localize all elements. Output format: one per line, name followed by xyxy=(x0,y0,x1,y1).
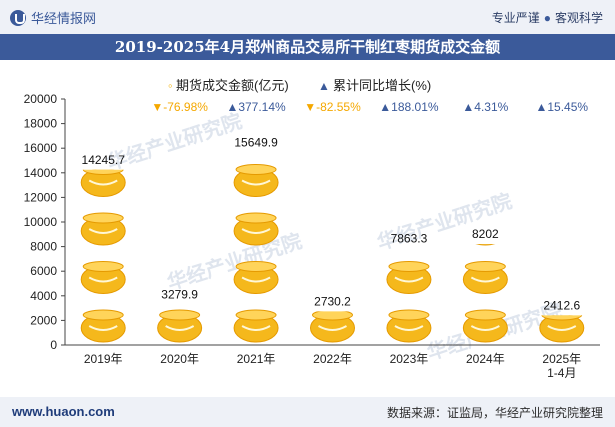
x-tick-label: 2024年 xyxy=(466,352,505,366)
coin-pot-icon xyxy=(540,262,584,294)
chart-title: 2019-2025年4月郑州商品交易所干制红枣期货成交金额 xyxy=(0,34,615,60)
coin-pot-icon xyxy=(81,116,125,148)
coin-pot-icon xyxy=(462,261,508,294)
x-tick-label: 2022年 xyxy=(313,352,352,366)
growth-label: ▲377.14% xyxy=(226,100,286,114)
coin-pot-icon xyxy=(233,164,279,197)
bar xyxy=(539,262,585,343)
legend: ◦ 期货成交金额(亿元) ▲ 累计同比增长(%) xyxy=(168,78,431,93)
watermark: 华经产业研究院 xyxy=(104,109,245,175)
coin-pot-icon xyxy=(386,309,432,343)
growth-label: ▼-82.55% xyxy=(304,100,361,114)
bar xyxy=(233,164,279,343)
coin-pot-icon xyxy=(462,309,508,343)
data-label: 7863.3 xyxy=(391,231,428,245)
bar xyxy=(80,116,126,343)
growth-label: ▼-76.98% xyxy=(151,100,208,114)
y-tick-label: 14000 xyxy=(24,166,58,180)
top-bar: 华经情报网 专业严谨 ● 客观科学 xyxy=(0,0,615,34)
coin-pot-icon xyxy=(311,262,355,294)
coin-pot-icon xyxy=(539,315,585,343)
y-tick-label: 20000 xyxy=(24,92,58,106)
x-tick-label: 2021年 xyxy=(237,352,276,366)
growth-label: ▲15.45% xyxy=(535,100,588,114)
bar xyxy=(386,261,432,343)
data-label: 2730.2 xyxy=(314,294,351,308)
data-label: 15649.9 xyxy=(234,136,278,150)
x-tick-label: 2019年 xyxy=(84,352,123,366)
data-source: 数据来源：证监局，华经产业研究院整理 xyxy=(386,406,603,420)
bar xyxy=(462,244,508,343)
x-tick-label: 2023年 xyxy=(390,352,429,366)
y-tick-label: 18000 xyxy=(24,117,58,131)
data-label: 8202 xyxy=(472,227,499,241)
coin-pot-icon xyxy=(233,309,279,343)
y-tick-label: 12000 xyxy=(24,190,58,204)
tagline-right: 客观科学 xyxy=(554,11,603,25)
y-tick-label: 10000 xyxy=(24,215,58,229)
y-tick-label: 4000 xyxy=(30,289,57,303)
coin-pot-icon xyxy=(233,261,279,294)
coin-pot-icon xyxy=(80,309,126,343)
tagline: 专业严谨 ● 客观科学 xyxy=(492,9,603,26)
coin-pot-icon xyxy=(233,212,279,246)
bar xyxy=(310,262,355,343)
x-tick-label: 1-4月 xyxy=(547,366,576,380)
growth-label: ▲188.01% xyxy=(379,100,439,114)
brand-name: 华经情报网 xyxy=(31,11,97,26)
bottom-bar: www.huaon.com 数据来源：证监局，华经产业研究院整理 xyxy=(0,397,615,427)
growth-label: ▲4.31% xyxy=(462,100,508,114)
legend-marker-triangle-icon: ▲ xyxy=(318,79,330,93)
brand: 华经情报网 xyxy=(10,8,96,27)
coin-pot-icon xyxy=(157,309,203,343)
data-label: 3279.9 xyxy=(161,288,198,302)
bar xyxy=(157,309,203,343)
coin-pot-icon xyxy=(386,261,432,294)
legend-entry: 期货成交金额(亿元) xyxy=(176,78,289,93)
x-tick-label: 2020年 xyxy=(160,352,199,366)
brand-logo-icon xyxy=(10,9,26,26)
data-label: 14245.7 xyxy=(82,153,126,167)
site-url: www.huaon.com xyxy=(12,404,115,419)
data-label: 2412.6 xyxy=(543,298,580,312)
tagline-left: 专业严谨 xyxy=(491,11,540,25)
coin-pot-icon xyxy=(80,212,126,246)
x-tick-label: 2025年 xyxy=(542,352,581,366)
y-tick-label: 2000 xyxy=(30,313,57,327)
coin-pot-icon xyxy=(475,244,495,246)
y-tick-label: 0 xyxy=(50,338,57,352)
dot-separator-icon: ● xyxy=(543,11,551,25)
chart: 华经产业研究院华经产业研究院华经产业研究院华经产业研究院020004000600… xyxy=(24,78,600,380)
coin-pot-icon xyxy=(80,169,126,197)
y-tick-label: 16000 xyxy=(24,141,58,155)
y-tick-label: 6000 xyxy=(30,264,57,278)
watermark: 华经产业研究院 xyxy=(164,229,305,295)
coin-pot-icon xyxy=(80,261,126,294)
legend-marker-bar-icon: ◦ xyxy=(168,78,173,93)
y-tick-label: 8000 xyxy=(30,240,57,254)
coin-pot-icon xyxy=(310,311,355,343)
legend-entry: 累计同比增长(%) xyxy=(333,78,431,93)
